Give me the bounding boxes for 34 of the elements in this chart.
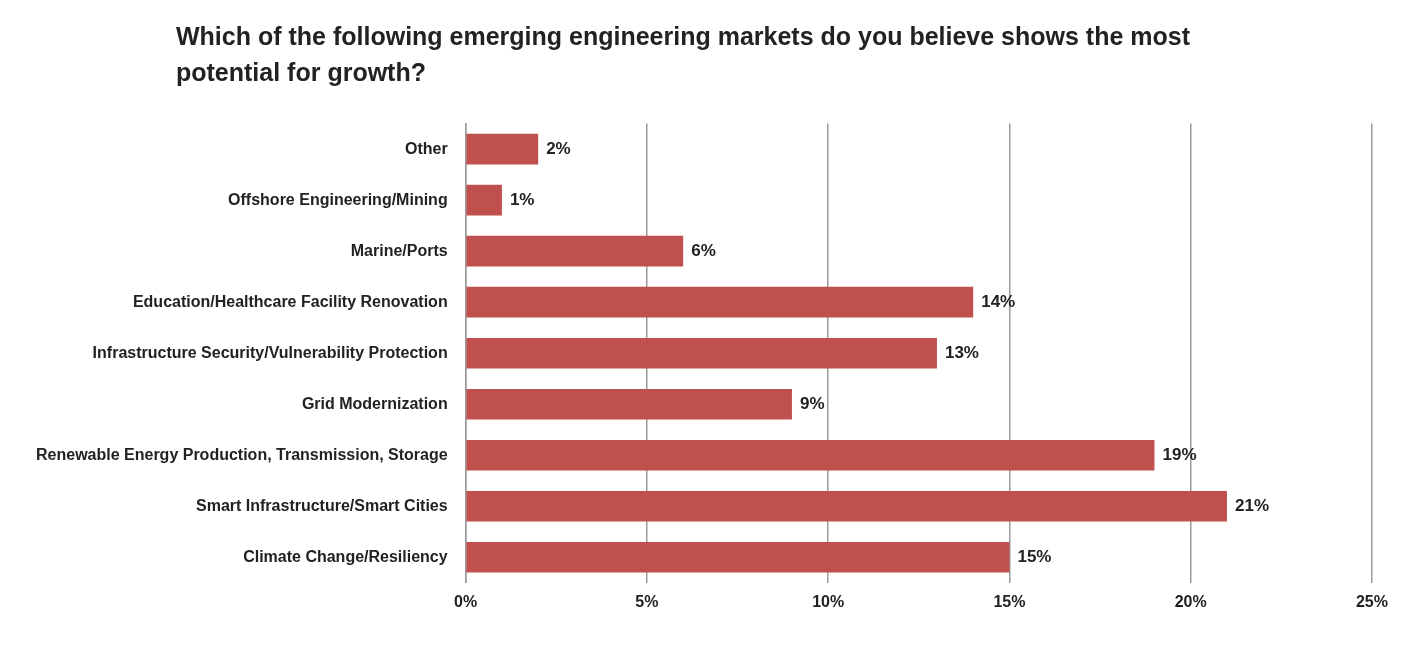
data-label: 13%	[944, 342, 979, 362]
y-tick-label: Other	[404, 139, 448, 157]
chart-title: Which of the following emerging engineering markets do you believe shows the most potential for growth?	[175, 21, 1192, 88]
bar	[466, 490, 1227, 522]
bar	[466, 439, 1155, 471]
data-label: 21%	[1234, 495, 1270, 515]
x-tick-label: 25%	[1355, 592, 1388, 610]
x-tick-label: 0%	[454, 592, 478, 610]
bar	[466, 541, 1010, 573]
y-tick-label: Climate Change/Resiliency	[243, 547, 448, 565]
x-tick-label: 15%	[993, 592, 1026, 610]
x-tick-label: 20%	[1174, 592, 1207, 610]
bar	[466, 286, 974, 318]
bar	[466, 388, 792, 420]
data-label: 14%	[981, 291, 1016, 311]
data-label: 6%	[691, 240, 716, 260]
x-tick-label: 10%	[812, 592, 845, 610]
data-label: 19%	[1162, 444, 1197, 464]
y-tick-label: Marine/Ports	[350, 241, 448, 259]
y-tick-label: Smart Infrastructure/Smart Cities	[196, 496, 448, 514]
y-tick-label: Renewable Energy Production, Transmission, Storage	[36, 445, 448, 463]
bar	[466, 337, 937, 369]
y-tick-label: Education/Healthcare Facility Renovation	[132, 292, 448, 310]
bar	[466, 184, 502, 216]
data-label: 15%	[1017, 546, 1052, 566]
y-tick-label: Offshore Engineering/Mining	[228, 190, 448, 208]
data-label: 1%	[509, 189, 535, 209]
bar	[466, 133, 539, 165]
data-label: 2%	[546, 138, 571, 158]
x-tick-label: 5%	[635, 592, 659, 610]
data-label: 9%	[799, 393, 825, 413]
y-tick-label: Infrastructure Security/Vulnerability Protection	[92, 343, 448, 361]
y-tick-label: Grid Modernization	[301, 394, 448, 412]
bar	[466, 235, 684, 267]
